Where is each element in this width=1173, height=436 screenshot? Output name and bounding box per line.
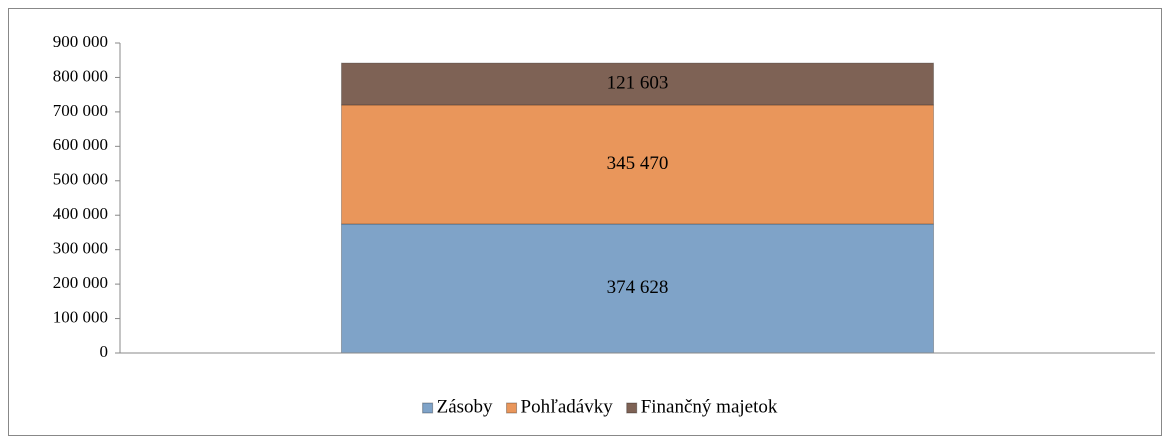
y-tick-label: 400 000 [53, 204, 108, 223]
legend-label: Finančný majetok [641, 396, 778, 417]
y-tick-label: 500 000 [53, 170, 108, 189]
value-label: 345 470 [607, 153, 669, 174]
bar-segment [340, 62, 935, 106]
y-tick-label: 900 000 [53, 32, 108, 51]
y-tick-label: 600 000 [53, 135, 108, 154]
y-tick-label: 0 [100, 342, 109, 361]
legend-label: Zásoby [437, 396, 493, 417]
value-label: 121 603 [607, 72, 669, 93]
bar-segment [340, 104, 935, 225]
legend-swatch [626, 402, 638, 414]
legend-swatch [422, 402, 434, 414]
value-label: 374 628 [607, 277, 669, 298]
y-tick-label: 100 000 [53, 307, 108, 326]
legend-swatch [506, 402, 518, 414]
y-tick-label: 300 000 [53, 239, 108, 258]
y-tick-label: 800 000 [53, 66, 108, 85]
y-tick-label: 200 000 [53, 273, 108, 292]
y-tick-label: 700 000 [53, 101, 108, 120]
bar-segment [340, 223, 935, 354]
legend-label: Pohľadávky [521, 396, 614, 417]
